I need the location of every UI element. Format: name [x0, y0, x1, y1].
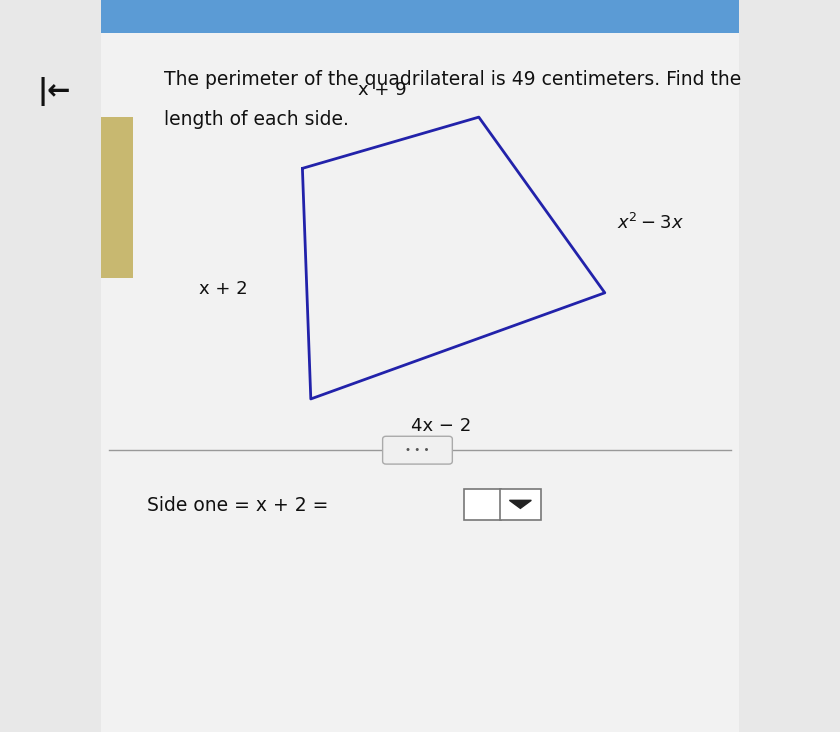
Text: x + 2: x + 2	[199, 280, 248, 298]
Text: The perimeter of the quadrilateral is 49 centimeters. Find the: The perimeter of the quadrilateral is 49…	[164, 70, 741, 89]
Text: 4x − 2: 4x − 2	[411, 417, 471, 436]
FancyBboxPatch shape	[101, 0, 739, 33]
Text: Side one = x + 2 =: Side one = x + 2 =	[147, 496, 328, 515]
Text: $x^2-3x$: $x^2-3x$	[617, 213, 685, 234]
Text: length of each side.: length of each side.	[164, 110, 349, 129]
Polygon shape	[509, 501, 531, 508]
Text: x + 9: x + 9	[358, 81, 407, 99]
FancyBboxPatch shape	[383, 436, 452, 464]
FancyBboxPatch shape	[101, 117, 133, 278]
Text: |←: |←	[38, 77, 71, 106]
Text: • • •: • • •	[405, 445, 430, 455]
FancyBboxPatch shape	[464, 489, 501, 520]
FancyBboxPatch shape	[500, 489, 541, 520]
FancyBboxPatch shape	[101, 0, 739, 732]
